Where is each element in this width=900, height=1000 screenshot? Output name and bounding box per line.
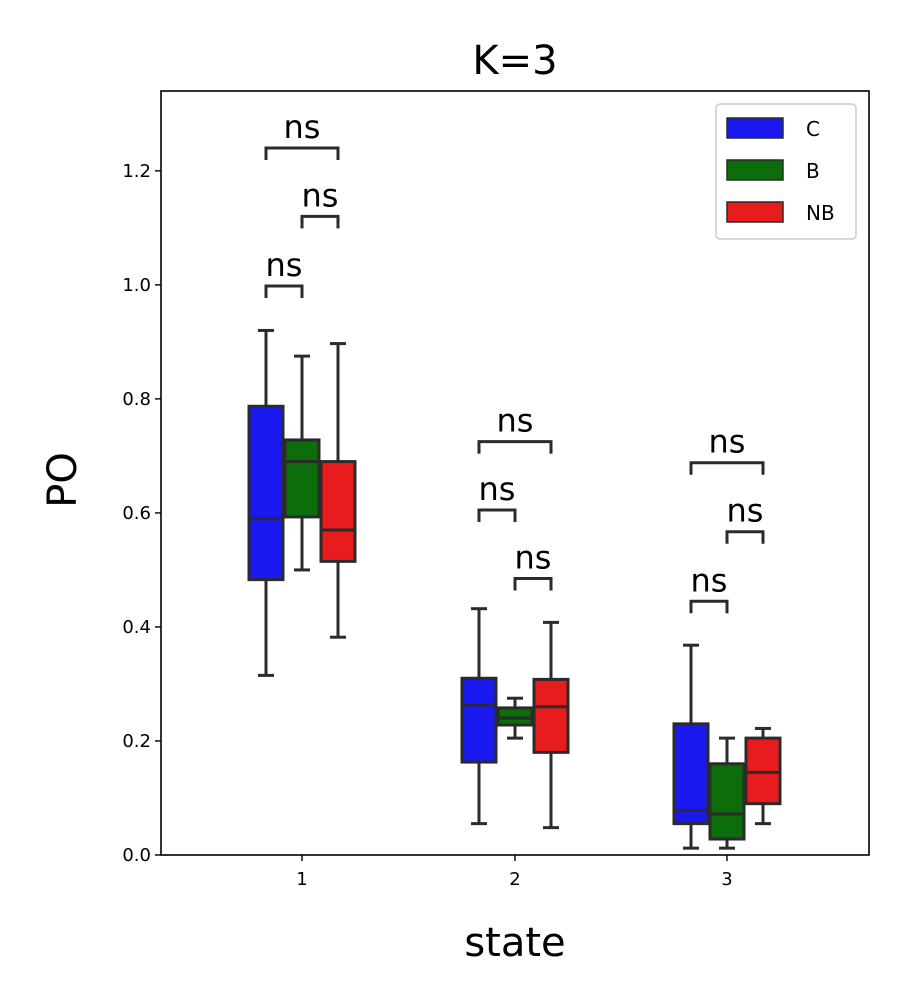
- chart-title: K=3: [472, 38, 557, 84]
- bracket-line: [725, 530, 765, 544]
- significance-bracket: ns: [725, 492, 765, 544]
- y-tick-label: 0.2: [122, 731, 151, 752]
- significance-label: ns: [515, 538, 552, 576]
- legend-label-b: B: [806, 159, 820, 183]
- legend-label-nb: NB: [806, 201, 835, 225]
- significance-label: ns: [709, 423, 746, 461]
- plot-area: 0.0 0.2 0.4 0.6 0.8 1.0 1.2 1 2 3 ns ns ns ns ns ns ns ns…: [122, 103, 857, 890]
- bracket-line: [689, 599, 729, 614]
- significance-label: ns: [266, 246, 303, 284]
- bracket-line: [264, 284, 304, 298]
- significance-bracket: ns: [477, 402, 553, 454]
- significance-bracket: ns: [477, 470, 517, 523]
- significance-bracket: ns: [689, 561, 729, 614]
- significance-label: ns: [479, 470, 516, 508]
- iqr-box: [532, 677, 570, 754]
- y-axis-label: PO: [40, 452, 86, 508]
- bracket-line: [477, 440, 553, 454]
- y-tick-label: 0.0: [122, 845, 151, 866]
- plot-frame: [160, 90, 870, 856]
- iqr-box: [708, 762, 746, 841]
- y-tick-label: 0.4: [122, 617, 151, 638]
- significance-label: ns: [284, 108, 321, 146]
- legend: CB NB: [715, 103, 857, 240]
- significance-label: ns: [497, 402, 534, 440]
- iqr-box: [496, 706, 534, 727]
- iqr-box: [247, 404, 285, 582]
- significance-bracket: ns: [689, 423, 765, 475]
- significance-label: ns: [727, 492, 764, 530]
- bracket-line: [300, 214, 340, 229]
- box-nb-state-1: [319, 342, 357, 639]
- significance-bracket: ns: [513, 538, 553, 591]
- bracket-line: [477, 508, 517, 523]
- y-tick-label: 0.8: [122, 389, 151, 410]
- box-c-state-3: [672, 643, 710, 850]
- x-tick-label: 2: [509, 869, 520, 890]
- box-b-state-2: [496, 696, 534, 740]
- legend-swatch-c: [726, 117, 784, 139]
- legend-swatch-nb: [726, 201, 784, 223]
- iqr-box: [319, 460, 357, 563]
- x-tick-label: 1: [296, 869, 307, 890]
- box-nb-state-3: [744, 726, 782, 826]
- x-axis-label: state: [464, 920, 565, 966]
- iqr-box: [460, 676, 498, 764]
- box-b-state-3: [708, 736, 746, 850]
- legend-swatch-b: [726, 159, 784, 181]
- legend-label-c: C: [806, 117, 820, 141]
- significance-bracket: ns: [264, 108, 340, 161]
- iqr-box: [283, 438, 321, 519]
- iqr-box: [672, 722, 710, 826]
- bracket-line: [689, 461, 765, 475]
- significance-bracket: ns: [300, 176, 340, 229]
- bracket-line: [513, 576, 553, 591]
- significance-label: ns: [691, 561, 728, 599]
- bracket-line: [264, 146, 340, 161]
- box-nb-state-2: [532, 620, 570, 830]
- box-c-state-1: [247, 328, 285, 677]
- y-tick-label: 1.0: [122, 275, 151, 296]
- significance-label: ns: [302, 176, 339, 214]
- box-c-state-2: [460, 607, 498, 826]
- x-tick-label: 3: [721, 869, 732, 890]
- y-tick-label: 0.6: [122, 503, 151, 524]
- y-tick-label: 1.2: [122, 161, 151, 182]
- box-b-state-1: [283, 354, 321, 572]
- significance-bracket: ns: [264, 246, 304, 298]
